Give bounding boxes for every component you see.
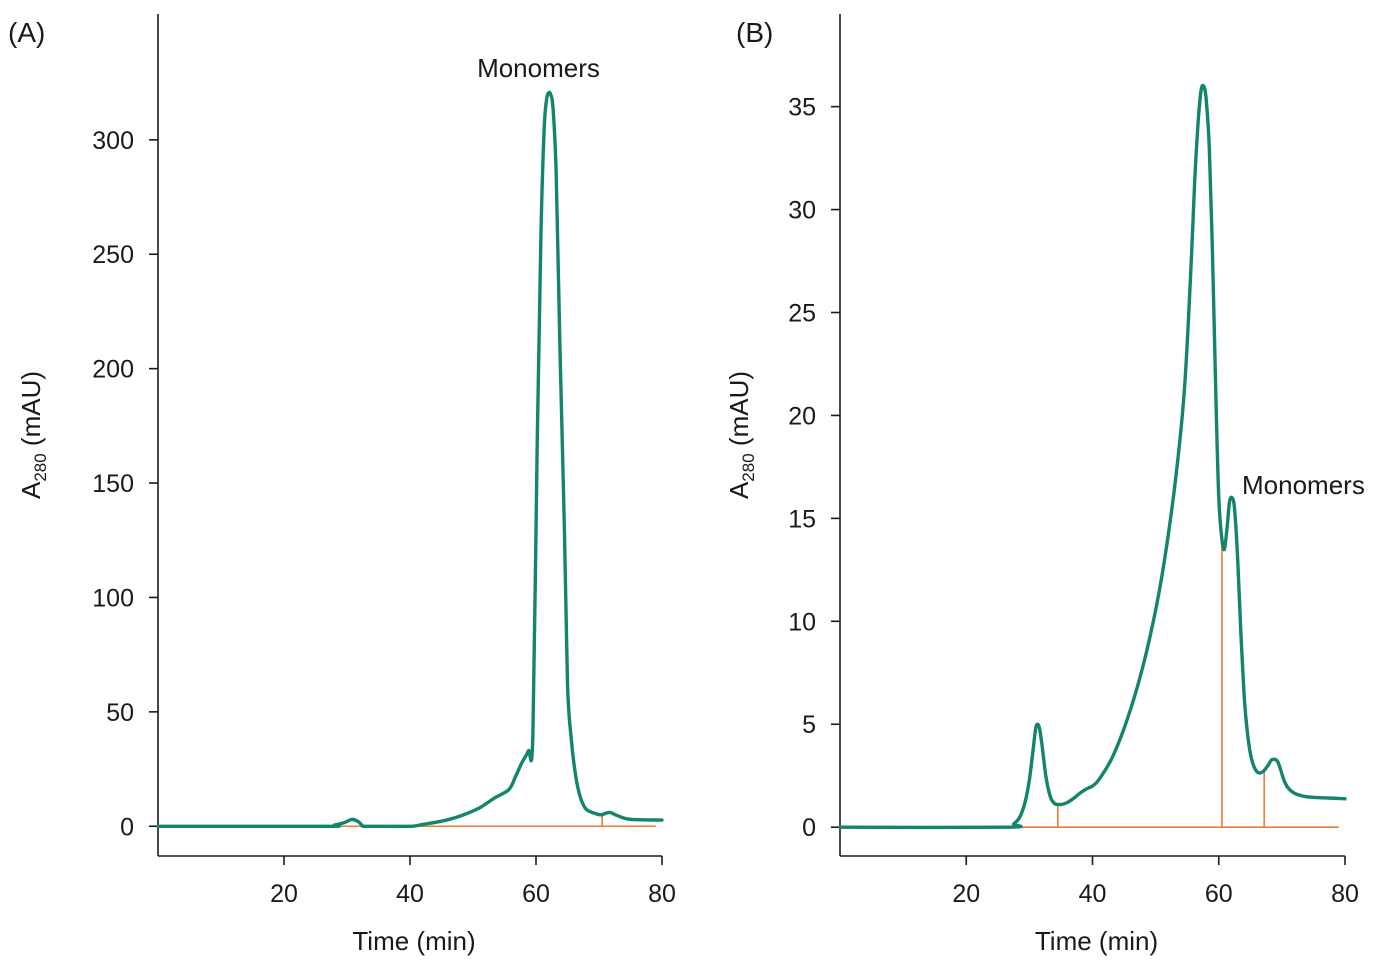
y-axis-b: 0 5 10 15 20 25 30 35 bbox=[788, 94, 840, 842]
y-tick-label: 30 bbox=[788, 197, 816, 225]
y-tick-label: 50 bbox=[106, 699, 134, 727]
integration-markers-b bbox=[1056, 547, 1265, 828]
y-axis-title-unit: (mAU) bbox=[724, 371, 754, 453]
y-axis-title-subscript: 280 bbox=[31, 453, 50, 481]
y-tick-label: 5 bbox=[802, 711, 816, 739]
y-tick-label: 0 bbox=[120, 813, 134, 841]
x-axis-b: 20 40 60 80 bbox=[952, 856, 1359, 908]
y-axis-title-a: A280 (mAU) bbox=[16, 371, 50, 499]
y-tick-label: 0 bbox=[802, 814, 816, 842]
y-axis-title-main: A bbox=[724, 481, 754, 499]
y-tick-label: 10 bbox=[788, 608, 816, 636]
y-tick-label: 100 bbox=[92, 584, 134, 612]
x-tick-label: 20 bbox=[952, 880, 980, 908]
x-tick-label: 60 bbox=[1205, 880, 1233, 908]
y-tick-label: 250 bbox=[92, 241, 134, 269]
x-axis-a: 20 40 60 80 bbox=[270, 856, 676, 908]
x-tick-label: 40 bbox=[396, 880, 424, 908]
chromatogram-trace-b bbox=[838, 83, 1347, 830]
y-axis-title-unit: (mAU) bbox=[16, 371, 46, 453]
chromatogram-trace-a bbox=[156, 90, 664, 829]
x-axis-title-b: Time (min) bbox=[1035, 926, 1158, 956]
y-tick-label: 20 bbox=[788, 402, 816, 430]
y-tick-label: 300 bbox=[92, 127, 134, 155]
x-tick-label: 60 bbox=[522, 880, 550, 908]
y-axis-title-b: A280 (mAU) bbox=[724, 371, 758, 499]
y-tick-label: 35 bbox=[788, 94, 816, 122]
y-tick-label: 25 bbox=[788, 300, 816, 328]
panel-label-b: (B) bbox=[736, 17, 773, 48]
y-tick-label: 15 bbox=[788, 505, 816, 533]
chart-panel-b: (B) 0 5 10 15 20 25 30 35 20 40 60 80 A280 (mAU) T… bbox=[724, 14, 1365, 956]
y-axis-a: 0 50 100 150 200 250 300 bbox=[92, 127, 158, 841]
annotation-monomers-a: Monomers bbox=[477, 53, 600, 83]
y-tick-label: 200 bbox=[92, 356, 134, 384]
annotation-monomers-b: Monomers bbox=[1242, 470, 1365, 500]
y-tick-label: 150 bbox=[92, 470, 134, 498]
x-tick-label: 80 bbox=[648, 880, 676, 908]
x-tick-label: 40 bbox=[1079, 880, 1107, 908]
x-tick-label: 80 bbox=[1331, 880, 1359, 908]
x-tick-label: 20 bbox=[270, 880, 298, 908]
y-axis-title-main: A bbox=[16, 481, 46, 499]
chart-panel-a: (A) 0 50 100 150 200 250 300 20 40 60 80 A280 (mA… bbox=[8, 14, 676, 956]
panel-label-a: (A) bbox=[8, 17, 45, 48]
y-axis-title-subscript: 280 bbox=[739, 453, 758, 481]
x-axis-title-a: Time (min) bbox=[352, 926, 475, 956]
